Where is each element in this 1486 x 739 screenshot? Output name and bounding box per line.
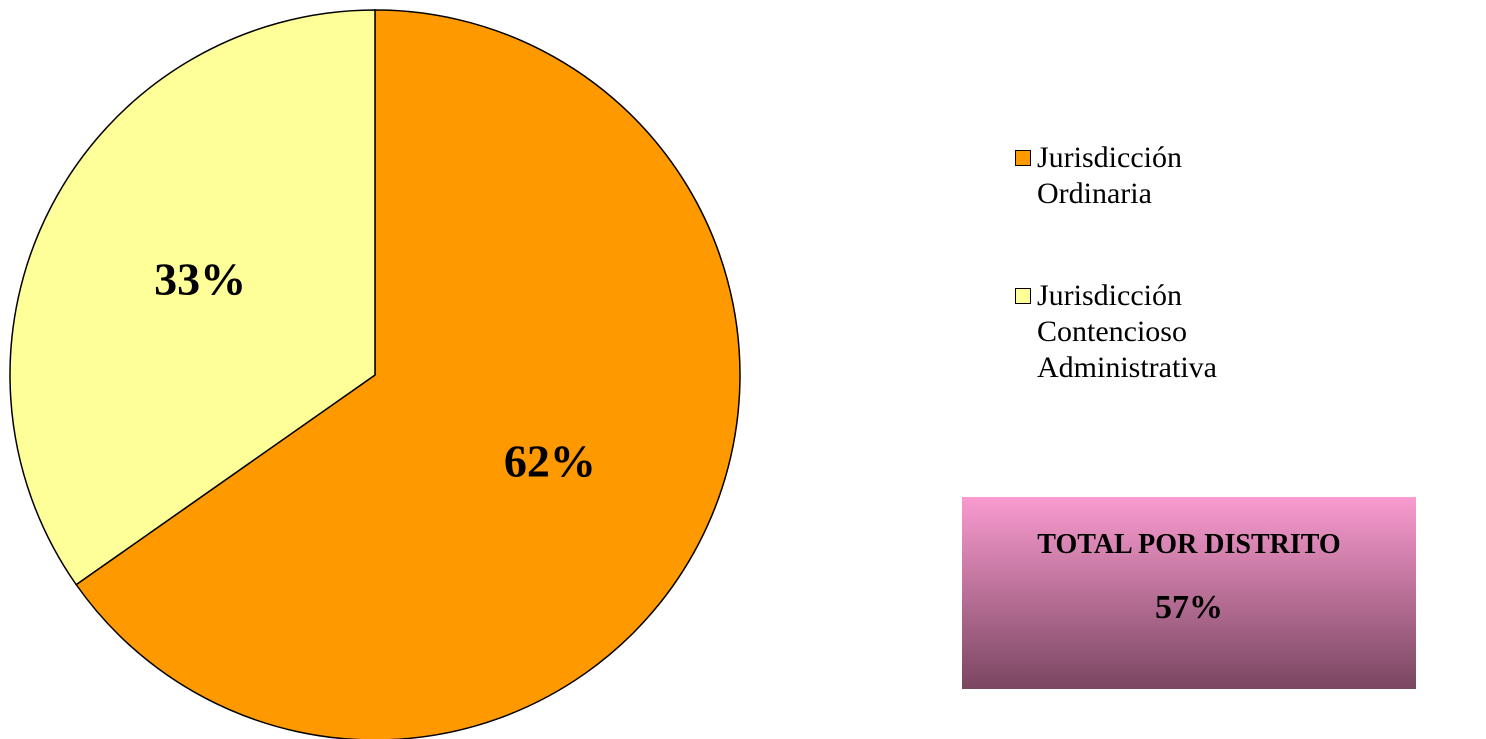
legend-swatch bbox=[1015, 150, 1031, 166]
legend: Jurisdicción Ordinaria Jurisdicción Conte… bbox=[1015, 140, 1475, 452]
total-title: TOTAL POR DISTRITO bbox=[1037, 529, 1341, 560]
slice-label: 33% bbox=[154, 254, 246, 305]
chart: 62% 33% bbox=[9, 9, 741, 739]
total-value: 57% bbox=[1155, 589, 1223, 626]
legend-label: Jurisdicción Contencioso Administrativa bbox=[1037, 279, 1217, 384]
legend-label: Jurisdicción Ordinaria bbox=[1037, 141, 1182, 210]
legend-item: Jurisdicción Ordinaria bbox=[1015, 140, 1475, 212]
pie-slice bbox=[75, 9, 741, 739]
pie-slice bbox=[9, 9, 376, 586]
legend-swatch bbox=[1015, 288, 1031, 304]
total-box: TOTAL POR DISTRITO 57% bbox=[962, 497, 1416, 689]
slice-label: 62% bbox=[504, 435, 596, 486]
legend-item: Jurisdicción Contencioso Administrativa bbox=[1015, 278, 1475, 386]
